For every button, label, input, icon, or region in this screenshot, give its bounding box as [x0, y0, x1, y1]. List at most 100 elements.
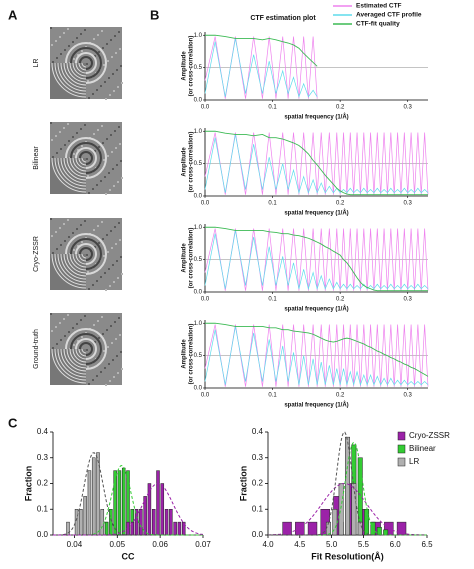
- image-noise: [63, 318, 65, 320]
- x-tick-label: 0.0: [201, 393, 210, 399]
- y-tick-label: 0.5: [194, 65, 203, 71]
- image-noise: [113, 185, 115, 187]
- image-noise: [80, 224, 82, 226]
- legend-label: Cryo-ZSSR: [409, 431, 450, 440]
- image-noise: [108, 363, 110, 365]
- image-noise: [50, 27, 52, 29]
- x-axis-label: Fit Resolution(Å): [311, 551, 384, 561]
- image-noise: [116, 164, 118, 166]
- image-noise: [73, 249, 75, 251]
- image-noise: [67, 314, 69, 316]
- series-line: [204, 38, 318, 98]
- image-quadrant-ring: [81, 348, 87, 354]
- image-noise: [121, 368, 123, 370]
- image-noise: [60, 53, 62, 55]
- image-noise: [59, 322, 61, 324]
- image-noise: [96, 375, 98, 377]
- image-noise: [117, 181, 119, 183]
- image-quadrant-ring: [63, 62, 87, 86]
- image-noise: [51, 235, 53, 237]
- series-line: [204, 230, 429, 291]
- image-quadrant-ring: [81, 253, 87, 259]
- histogram-bar: [282, 521, 292, 536]
- fit-curve: [268, 431, 427, 536]
- x-tick-label: 0.1: [268, 297, 277, 303]
- image-noise: [107, 251, 109, 253]
- y-tick-label: 0.2: [37, 479, 49, 488]
- image-noise: [116, 260, 118, 262]
- image-noise: [97, 129, 99, 131]
- image-noise: [114, 321, 116, 323]
- histogram-bar: [134, 509, 139, 536]
- image-quadrant-ring: [51, 348, 87, 384]
- image-noise: [59, 131, 61, 133]
- image-noise: [119, 334, 121, 336]
- histogram-bar: [113, 470, 117, 536]
- x-tick-label: 0.3: [404, 105, 413, 111]
- histogram-bar: [169, 509, 173, 536]
- y-axis-label: Amplitude: [182, 51, 188, 81]
- image-noise: [105, 384, 107, 386]
- histogram-bar: [173, 521, 177, 536]
- y-axis-label: Fraction: [23, 466, 33, 502]
- image-noise: [111, 342, 113, 344]
- image-quadrant-ring: [78, 157, 87, 166]
- x-tick-label: 0.0: [201, 297, 210, 303]
- image-noise: [115, 338, 117, 340]
- image-noise: [80, 319, 82, 321]
- image-quadrant-ring: [54, 157, 87, 190]
- y-axis-label: Amplitude: [182, 243, 188, 273]
- y-axis-label: (or cross-correlation): [189, 228, 195, 289]
- image-noise: [92, 284, 94, 286]
- image-noise: [107, 155, 109, 157]
- x-tick-label: 0.1: [268, 393, 277, 399]
- image-noise: [101, 221, 103, 223]
- y-tick-label: 0.5: [194, 161, 203, 167]
- y-axis-label: Amplitude: [182, 147, 188, 177]
- image-noise: [97, 34, 99, 36]
- image-noise: [117, 277, 119, 279]
- image-noise: [116, 355, 118, 357]
- image-noise: [114, 226, 116, 228]
- image-noise: [104, 176, 106, 178]
- y-tick-label: 0.2: [252, 479, 264, 488]
- image-label: Ground-truth: [33, 329, 40, 369]
- image-noise: [112, 73, 114, 75]
- image-noise: [112, 264, 114, 266]
- image-noise: [87, 80, 89, 82]
- image-noise: [64, 335, 66, 337]
- series-line: [204, 324, 429, 387]
- histogram-bar: [351, 483, 357, 536]
- y-tick-label: 0.0: [37, 530, 49, 539]
- image-noise: [52, 252, 54, 254]
- image-quadrant-ring: [60, 348, 87, 375]
- image-noise: [87, 366, 89, 368]
- x-tick-label: 0.3: [404, 297, 413, 303]
- image-noise: [113, 90, 115, 92]
- image-noise: [77, 149, 79, 151]
- panel-letter: B: [150, 7, 159, 22]
- image-noise: [98, 337, 100, 339]
- x-tick-label: 0.04: [67, 540, 83, 549]
- image-noise: [81, 336, 83, 338]
- y-axis-label: (or cross-correlation): [189, 132, 195, 193]
- image-noise: [86, 158, 88, 160]
- x-axis-label: spatial frequency (1/Å): [284, 114, 348, 121]
- image-noise: [92, 379, 94, 381]
- panel-letter: C: [8, 415, 18, 430]
- histogram-bar: [139, 509, 143, 536]
- image-noise: [115, 52, 117, 54]
- image-noise: [108, 268, 110, 270]
- image-noise: [109, 380, 111, 382]
- y-axis-label: Amplitude: [182, 339, 188, 369]
- image-noise: [118, 222, 120, 224]
- panel-letter: A: [8, 7, 18, 22]
- image-noise: [100, 180, 102, 182]
- image-quadrant-ring: [75, 253, 87, 265]
- image-quadrant-ring: [57, 157, 87, 187]
- image-noise: [50, 313, 52, 315]
- image-quadrant-ring: [66, 62, 87, 83]
- image-noise: [60, 339, 62, 341]
- y-tick-label: 1.0: [194, 321, 203, 327]
